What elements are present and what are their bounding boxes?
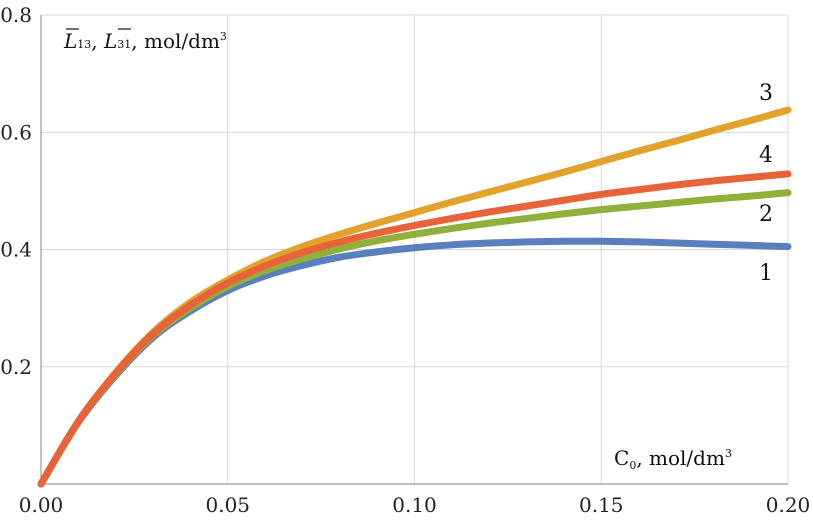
y-label-symbol-2: L xyxy=(103,29,117,53)
y-label-sub-2: 31 xyxy=(117,38,131,51)
y-label-separator: , xyxy=(91,29,104,53)
axes xyxy=(40,15,788,485)
y-axis-label: L13, L31, mol/dm3 xyxy=(63,29,227,53)
x-axis-label: C0, mol/dm3 xyxy=(614,446,732,472)
series-label-3: 3 xyxy=(759,81,773,106)
y-tick-label: 0.8 xyxy=(0,3,32,27)
x-tick-label: 0.15 xyxy=(579,493,624,517)
series-label-4: 4 xyxy=(759,143,773,168)
y-tick-label: 0.6 xyxy=(0,120,32,144)
x-tick-label: 0.20 xyxy=(766,493,811,517)
series-labels: 1 2 3 4 xyxy=(759,81,773,286)
series-label-2: 2 xyxy=(759,202,773,227)
x-label-unit: , mol/dm xyxy=(636,446,725,470)
y-label-sub-1: 13 xyxy=(77,38,91,51)
x-label-exponent: 3 xyxy=(725,447,732,460)
x-label-symbol: C xyxy=(614,446,629,470)
x-tick-label: 0.10 xyxy=(392,493,437,517)
series-lines xyxy=(37,106,792,488)
series-line-4 xyxy=(37,170,792,488)
x-label-sub: 0 xyxy=(629,459,636,472)
y-tick-label: 0.2 xyxy=(0,355,32,379)
y-label-exponent: 3 xyxy=(220,30,227,43)
series-label-1: 1 xyxy=(759,261,773,286)
x-tick-label: 0.00 xyxy=(19,493,64,517)
y-label-unit: , mol/dm xyxy=(131,29,220,53)
y-label-symbol-1: L xyxy=(63,29,77,53)
tick-labels: 0.00 0.05 0.10 0.15 0.20 0.2 0.4 0.6 0.8 xyxy=(0,3,810,517)
y-tick-label: 0.4 xyxy=(0,238,32,262)
x-tick-label: 0.05 xyxy=(205,493,250,517)
